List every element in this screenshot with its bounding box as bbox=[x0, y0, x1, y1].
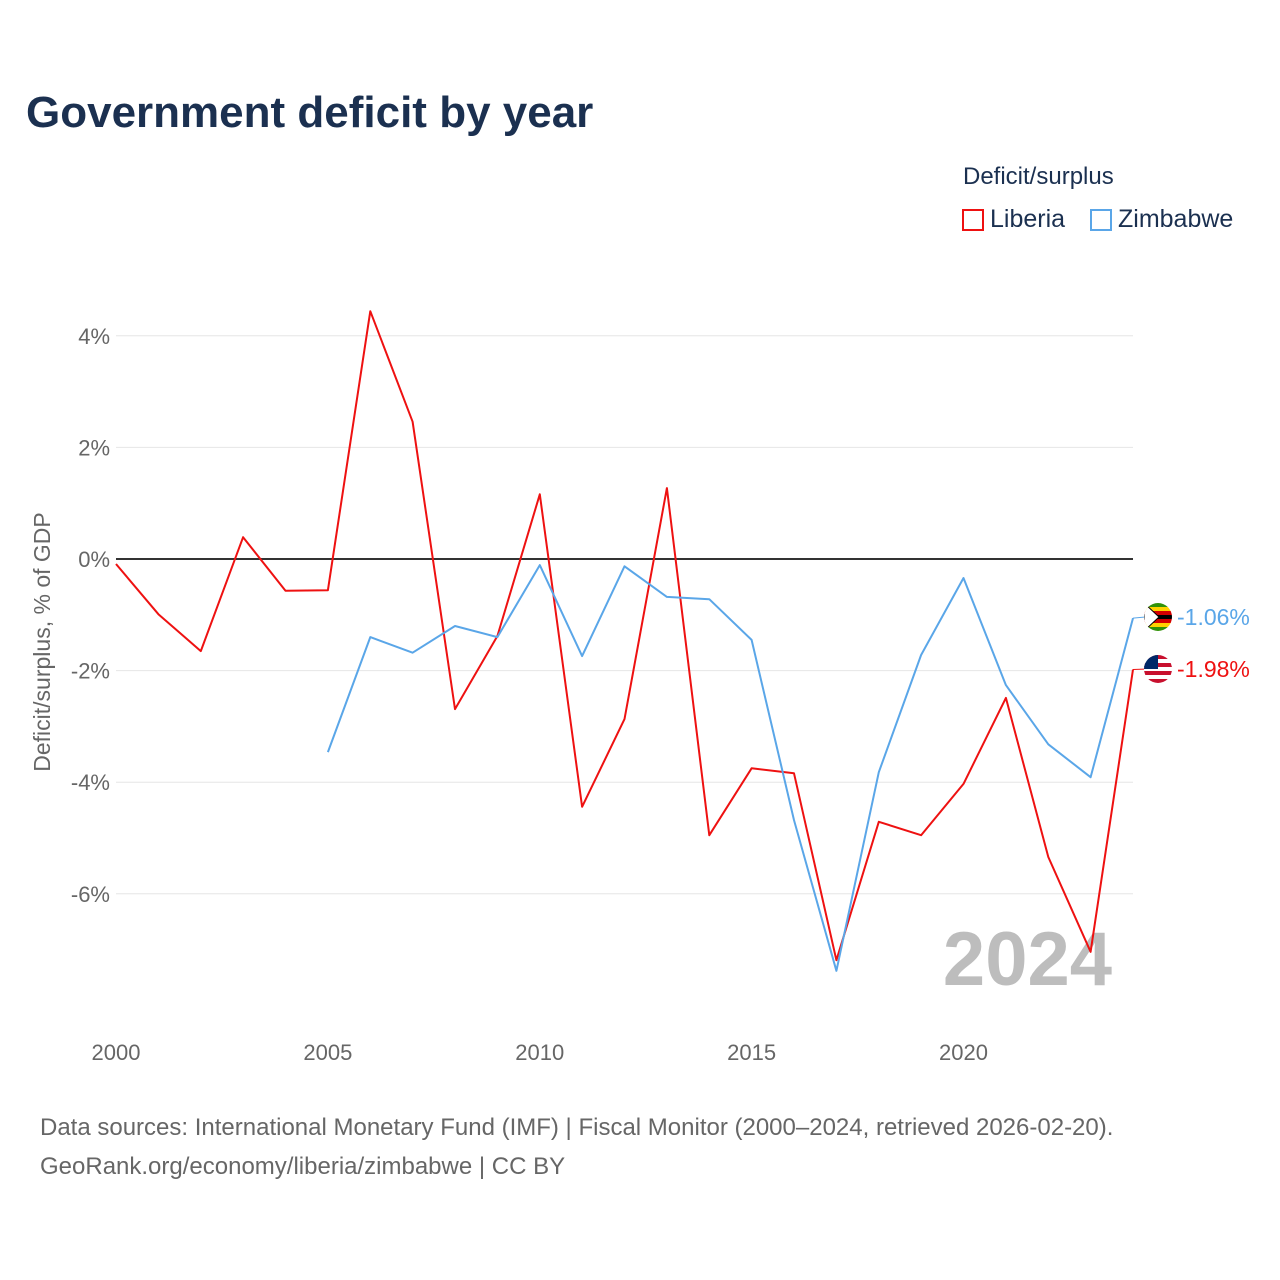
y-tick-label: 0% bbox=[78, 547, 110, 572]
sources-line: Data sources: International Monetary Fun… bbox=[40, 1114, 1114, 1141]
x-tick-label: 2020 bbox=[939, 1040, 988, 1065]
y-axis-label: Deficit/surplus, % of GDP bbox=[29, 512, 55, 771]
end-value-label: -1.06% bbox=[1177, 604, 1250, 630]
x-tick-label: 2005 bbox=[303, 1040, 352, 1065]
y-tick-label: -2% bbox=[71, 659, 110, 684]
series-line-zimbabwe bbox=[326, 564, 1134, 972]
legend-swatch-zimbabwe bbox=[1090, 208, 1112, 231]
y-tick-label: 4% bbox=[78, 324, 110, 349]
x-tick-label: 2000 bbox=[92, 1040, 141, 1065]
y-tick-label: 2% bbox=[78, 435, 110, 460]
attribution-link[interactable]: GeoRank.org/economy/liberia/zimbabwe | C… bbox=[40, 1153, 566, 1180]
legend-label: Zimbabwe bbox=[1118, 205, 1234, 233]
y-tick-label: -6% bbox=[71, 882, 110, 907]
flag-triangle bbox=[1144, 603, 1160, 631]
x-tick-label: 2010 bbox=[515, 1040, 564, 1065]
legend-title: Deficit/surplus bbox=[963, 163, 1114, 190]
x-tick-label: 2015 bbox=[727, 1040, 776, 1065]
flag-stripe bbox=[1144, 627, 1172, 631]
flag-liberia-icon bbox=[1144, 655, 1172, 683]
chart-title: Government deficit by year bbox=[26, 88, 594, 137]
y-tick-label: -4% bbox=[71, 770, 110, 795]
legend-item-zimbabwe[interactable]: Zimbabwe bbox=[1090, 205, 1233, 234]
flag-stripe bbox=[1144, 611, 1172, 615]
end-connector bbox=[1132, 616, 1147, 619]
flag-stripe bbox=[1144, 603, 1172, 607]
flag-stripe bbox=[1144, 623, 1172, 627]
series-line-liberia bbox=[115, 310, 1134, 962]
year-watermark: 2024 bbox=[943, 917, 1112, 1002]
sources: Data sources: International Monetary Fun… bbox=[40, 1108, 1113, 1186]
flag-stripe bbox=[1144, 607, 1172, 611]
flag-stripe bbox=[1144, 619, 1172, 623]
flag-stripe bbox=[1144, 675, 1172, 679]
legend-item-liberia[interactable]: Liberia bbox=[962, 205, 1065, 234]
flag-stripe bbox=[1144, 671, 1172, 675]
legend-swatch-liberia bbox=[962, 208, 984, 231]
end-value-label: -1.98% bbox=[1177, 656, 1250, 682]
flag-canton bbox=[1144, 655, 1158, 669]
flag-stripe bbox=[1144, 679, 1172, 683]
legend-label: Liberia bbox=[990, 205, 1066, 233]
flag-zimbabwe-icon bbox=[1144, 603, 1172, 631]
